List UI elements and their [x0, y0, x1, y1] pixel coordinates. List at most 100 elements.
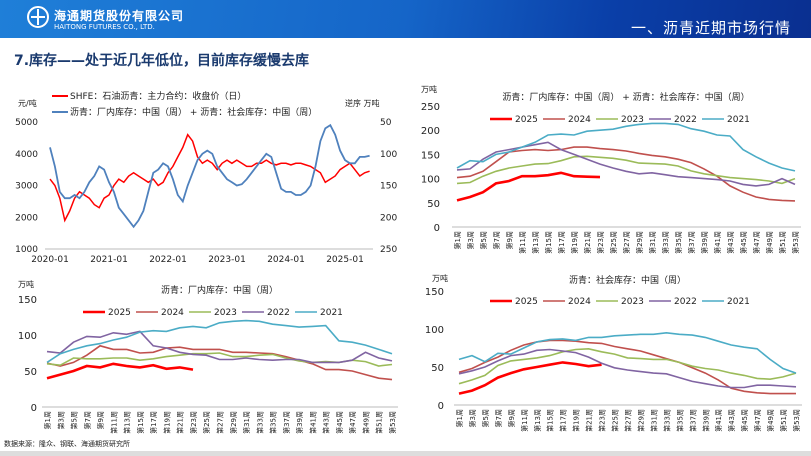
- legend-label: 2024: [568, 297, 591, 307]
- x-tick: 第25周: [202, 411, 211, 434]
- x-tick: 第31周: [648, 231, 657, 254]
- y-tick: 250: [421, 102, 440, 113]
- x-tick: 第19周: [570, 231, 579, 254]
- x-tick: 第51周: [779, 409, 788, 432]
- x-tick: 第1周: [453, 231, 462, 249]
- x-tick: 第3周: [466, 231, 475, 249]
- x-tick: 第37周: [688, 409, 697, 432]
- x-tick: 第1周: [43, 411, 52, 429]
- x-tick: 2020-01: [31, 255, 69, 265]
- y-tick-right: 100: [380, 150, 397, 160]
- chart-title: 沥青：厂内库存：中国（周） + 沥青：社会库存：中国（周）: [502, 91, 749, 103]
- series-line: [49, 133, 370, 223]
- x-tick: 第23周: [598, 409, 607, 432]
- y-tick-left: 5000: [15, 118, 38, 128]
- y-tick: 0: [31, 403, 37, 414]
- x-tick: 第53周: [388, 411, 397, 434]
- x-tick: 第15周: [546, 409, 555, 432]
- y-tick-right: 250: [380, 245, 397, 255]
- legend-label: 2025: [515, 297, 538, 307]
- x-tick: 第7周: [83, 411, 92, 429]
- y-tick-left: 2000: [15, 213, 38, 223]
- y-tick: 100: [18, 331, 37, 342]
- legend-label: 2025: [108, 308, 131, 318]
- x-tick: 第41周: [714, 409, 723, 432]
- series-line-2024: [458, 339, 796, 395]
- x-tick: 第21周: [176, 411, 185, 434]
- x-tick: 第19周: [572, 409, 581, 432]
- x-tick: 第33周: [255, 411, 264, 434]
- x-tick: 第29周: [636, 409, 645, 432]
- x-tick: 第29周: [635, 231, 644, 254]
- legend-label: 2023: [621, 297, 644, 307]
- x-tick: 第53周: [791, 231, 800, 254]
- x-tick: 第45周: [739, 231, 748, 254]
- x-tick: 第17周: [149, 411, 158, 434]
- series-line-2022: [46, 330, 393, 364]
- x-tick: 第27周: [216, 411, 225, 434]
- x-tick: 第21周: [583, 231, 592, 254]
- footer-bar: [0, 451, 811, 456]
- y-tick: 50: [431, 363, 444, 374]
- legend-label: 2021: [727, 297, 750, 307]
- y-tick: 0: [434, 223, 440, 234]
- x-tick: 第51周: [778, 231, 787, 254]
- legend-label: 2022: [674, 297, 697, 307]
- x-tick: 第47周: [752, 231, 761, 254]
- legend-label: 2021: [320, 308, 343, 318]
- x-tick: 2025-01: [326, 255, 364, 265]
- x-tick: 第17周: [557, 231, 566, 254]
- right-axis-unit: 逆序 万吨: [345, 98, 380, 108]
- y-tick: 100: [425, 325, 444, 336]
- x-tick: 第31周: [649, 409, 658, 432]
- x-tick: 第23周: [189, 411, 198, 434]
- x-tick: 第39周: [700, 231, 709, 254]
- x-tick: 第25周: [611, 409, 620, 432]
- series-line-2022: [458, 348, 797, 389]
- y-tick: 50: [427, 199, 440, 210]
- x-tick: 第9周: [505, 231, 514, 249]
- x-tick: 第21周: [585, 409, 594, 432]
- x-tick: 第37周: [282, 411, 291, 434]
- series-line-2024: [46, 344, 393, 381]
- x-tick: 第33周: [662, 409, 671, 432]
- legend-label: 2022: [267, 308, 290, 318]
- legend-label: SHFE：石油沥青：主力合约：收盘价（日）: [70, 90, 246, 102]
- series-line-2025: [456, 171, 601, 202]
- y-tick-left: 1000: [15, 245, 38, 255]
- x-tick: 第27周: [622, 231, 631, 254]
- x-tick: 2022-01: [149, 255, 187, 265]
- x-tick: 第43周: [322, 411, 331, 434]
- company-name-cn: 海通期货股份有限公司: [54, 9, 185, 23]
- x-tick: 第47周: [348, 411, 357, 434]
- x-tick: 第31周: [242, 411, 251, 434]
- x-tick: 第7周: [494, 409, 503, 427]
- x-tick: 第39周: [701, 409, 710, 432]
- header-banner: 海通期货股份有限公司 HAITONG FUTURES CO., LTD. 一、沥…: [0, 0, 811, 38]
- x-tick: 第5周: [481, 409, 490, 427]
- chart-title: 沥青：社会库存：中国（周）: [569, 274, 686, 286]
- x-tick: 第23周: [596, 231, 605, 254]
- x-tick: 第51周: [375, 411, 384, 434]
- x-tick: 第13周: [531, 231, 540, 254]
- x-tick: 第5周: [70, 411, 79, 429]
- y-tick-left: 3000: [15, 182, 38, 192]
- x-tick: 2021-01: [90, 255, 128, 265]
- y-tick: 150: [18, 295, 37, 306]
- data-source: 数据来源：隆众、钢联、海通期货研究所: [4, 440, 130, 448]
- chart-title: 沥青：厂内库存：中国（周）: [161, 284, 278, 296]
- y-tick-right: 50: [380, 118, 392, 128]
- series-line-2022: [456, 141, 796, 187]
- x-tick: 第1周: [455, 409, 464, 427]
- x-tick: 第35周: [675, 409, 684, 432]
- series-line-2021: [458, 331, 797, 374]
- x-tick: 第49周: [361, 411, 370, 434]
- x-tick: 第3周: [56, 411, 65, 429]
- x-tick: 第45周: [335, 411, 344, 434]
- x-tick: 第15周: [136, 411, 145, 434]
- y-axis-unit: 万吨: [421, 84, 437, 94]
- x-tick: 第5周: [479, 231, 488, 249]
- x-tick: 第49周: [766, 409, 775, 432]
- x-tick: 第29周: [229, 411, 238, 434]
